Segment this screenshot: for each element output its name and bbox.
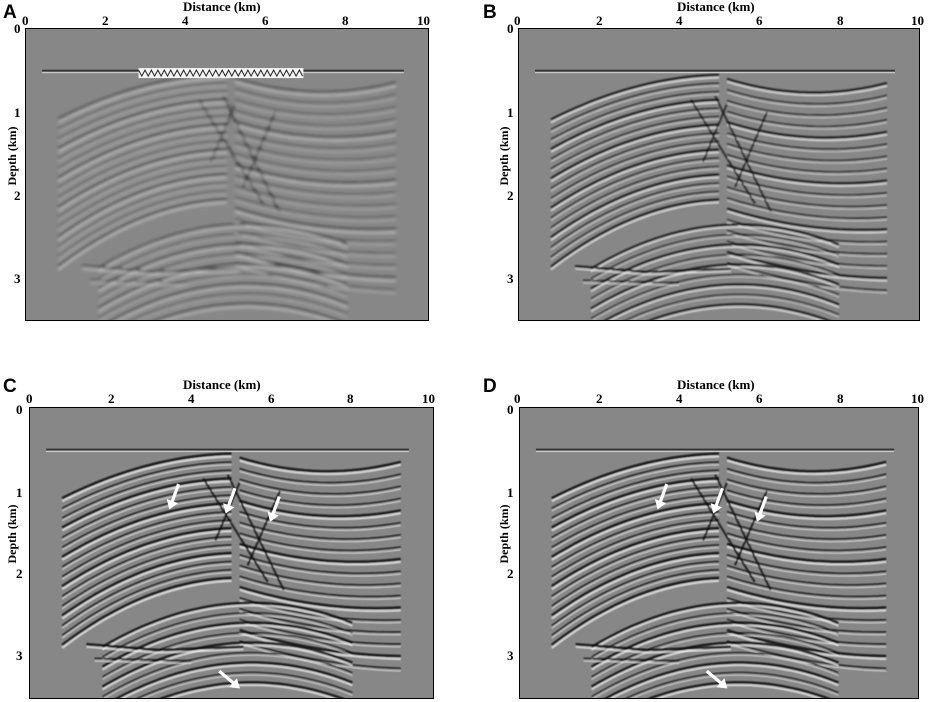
x-tick-b-1: 2 — [596, 13, 603, 28]
annotation-arrow — [754, 495, 768, 522]
annotation-arrow — [654, 483, 669, 510]
x-tick-c-0: 0 — [26, 391, 33, 406]
y-axis-title-a: Depth (km) — [5, 126, 19, 186]
annotation-arrow — [218, 669, 240, 689]
y-tick-d-3: 3 — [507, 648, 514, 663]
y-tick-c-2: 2 — [16, 566, 23, 581]
x-axis-title-c: Distance (km) — [183, 377, 261, 392]
x-axis-title-d: Distance (km) — [677, 377, 755, 392]
panel-letter-d: D — [483, 376, 497, 397]
x-tick-d-4: 8 — [837, 391, 844, 406]
y-tick-c-3: 3 — [16, 648, 23, 663]
y-tick-d-0: 0 — [507, 402, 514, 417]
x-tick-c-4: 8 — [347, 391, 354, 406]
seismic-image-d — [519, 407, 919, 699]
y-axis-title-d: Depth (km) — [497, 504, 511, 564]
x-tick-d-2: 4 — [676, 391, 683, 406]
x-tick-a-5: 10 — [417, 13, 430, 28]
panel-letter-c: C — [3, 376, 17, 397]
y-tick-b-3: 3 — [507, 271, 514, 286]
x-tick-d-1: 2 — [596, 391, 603, 406]
x-tick-c-5: 10 — [422, 391, 435, 406]
y-axis-title-c: Depth (km) — [5, 504, 19, 564]
annotation-arrow — [705, 669, 728, 689]
x-tick-c-3: 6 — [268, 391, 275, 406]
x-tick-b-3: 6 — [756, 13, 763, 28]
x-tick-b-0: 0 — [514, 13, 521, 28]
seismic-texture — [42, 68, 404, 320]
x-tick-a-3: 6 — [262, 13, 269, 28]
panel-letter-b: B — [483, 2, 497, 23]
x-tick-c-1: 2 — [108, 391, 115, 406]
seismic-image-c — [29, 407, 434, 699]
x-tick-a-0: 0 — [22, 13, 29, 28]
x-axis-title-a: Distance (km) — [183, 0, 261, 14]
x-tick-d-0: 0 — [514, 391, 521, 406]
annotation-arrow — [166, 483, 181, 510]
panel-letter-a: A — [3, 2, 17, 23]
y-tick-b-1: 1 — [507, 105, 514, 120]
y-tick-b-2: 2 — [507, 188, 514, 203]
y-tick-a-2: 2 — [14, 188, 21, 203]
x-tick-b-4: 8 — [837, 13, 844, 28]
x-tick-a-2: 4 — [182, 13, 189, 28]
seismic-texture — [535, 69, 895, 320]
y-axis-title-b: Depth (km) — [497, 126, 511, 186]
x-tick-b-2: 4 — [676, 13, 683, 28]
x-tick-b-5: 10 — [911, 13, 924, 28]
y-tick-a-3: 3 — [14, 271, 21, 286]
x-tick-c-2: 4 — [188, 391, 195, 406]
x-tick-a-1: 2 — [102, 13, 109, 28]
x-tick-a-4: 8 — [342, 13, 349, 28]
y-tick-a-1: 1 — [14, 105, 21, 120]
annotation-arrow — [223, 487, 237, 514]
y-tick-d-2: 2 — [507, 566, 514, 581]
y-tick-b-0: 0 — [507, 21, 514, 36]
seismic-image-a — [25, 28, 429, 321]
y-tick-c-0: 0 — [16, 402, 23, 417]
seismic-texture — [535, 448, 895, 698]
x-tick-d-3: 6 — [756, 391, 763, 406]
y-tick-d-1: 1 — [507, 485, 514, 500]
x-tick-d-5: 10 — [911, 391, 924, 406]
seismic-texture — [46, 448, 409, 698]
seismic-image-b — [518, 28, 920, 321]
annotation-arrow — [710, 487, 724, 514]
y-tick-a-0: 0 — [14, 21, 21, 36]
x-axis-title-b: Distance (km) — [677, 0, 755, 14]
y-tick-c-1: 1 — [16, 485, 23, 500]
annotation-arrow — [267, 495, 281, 522]
